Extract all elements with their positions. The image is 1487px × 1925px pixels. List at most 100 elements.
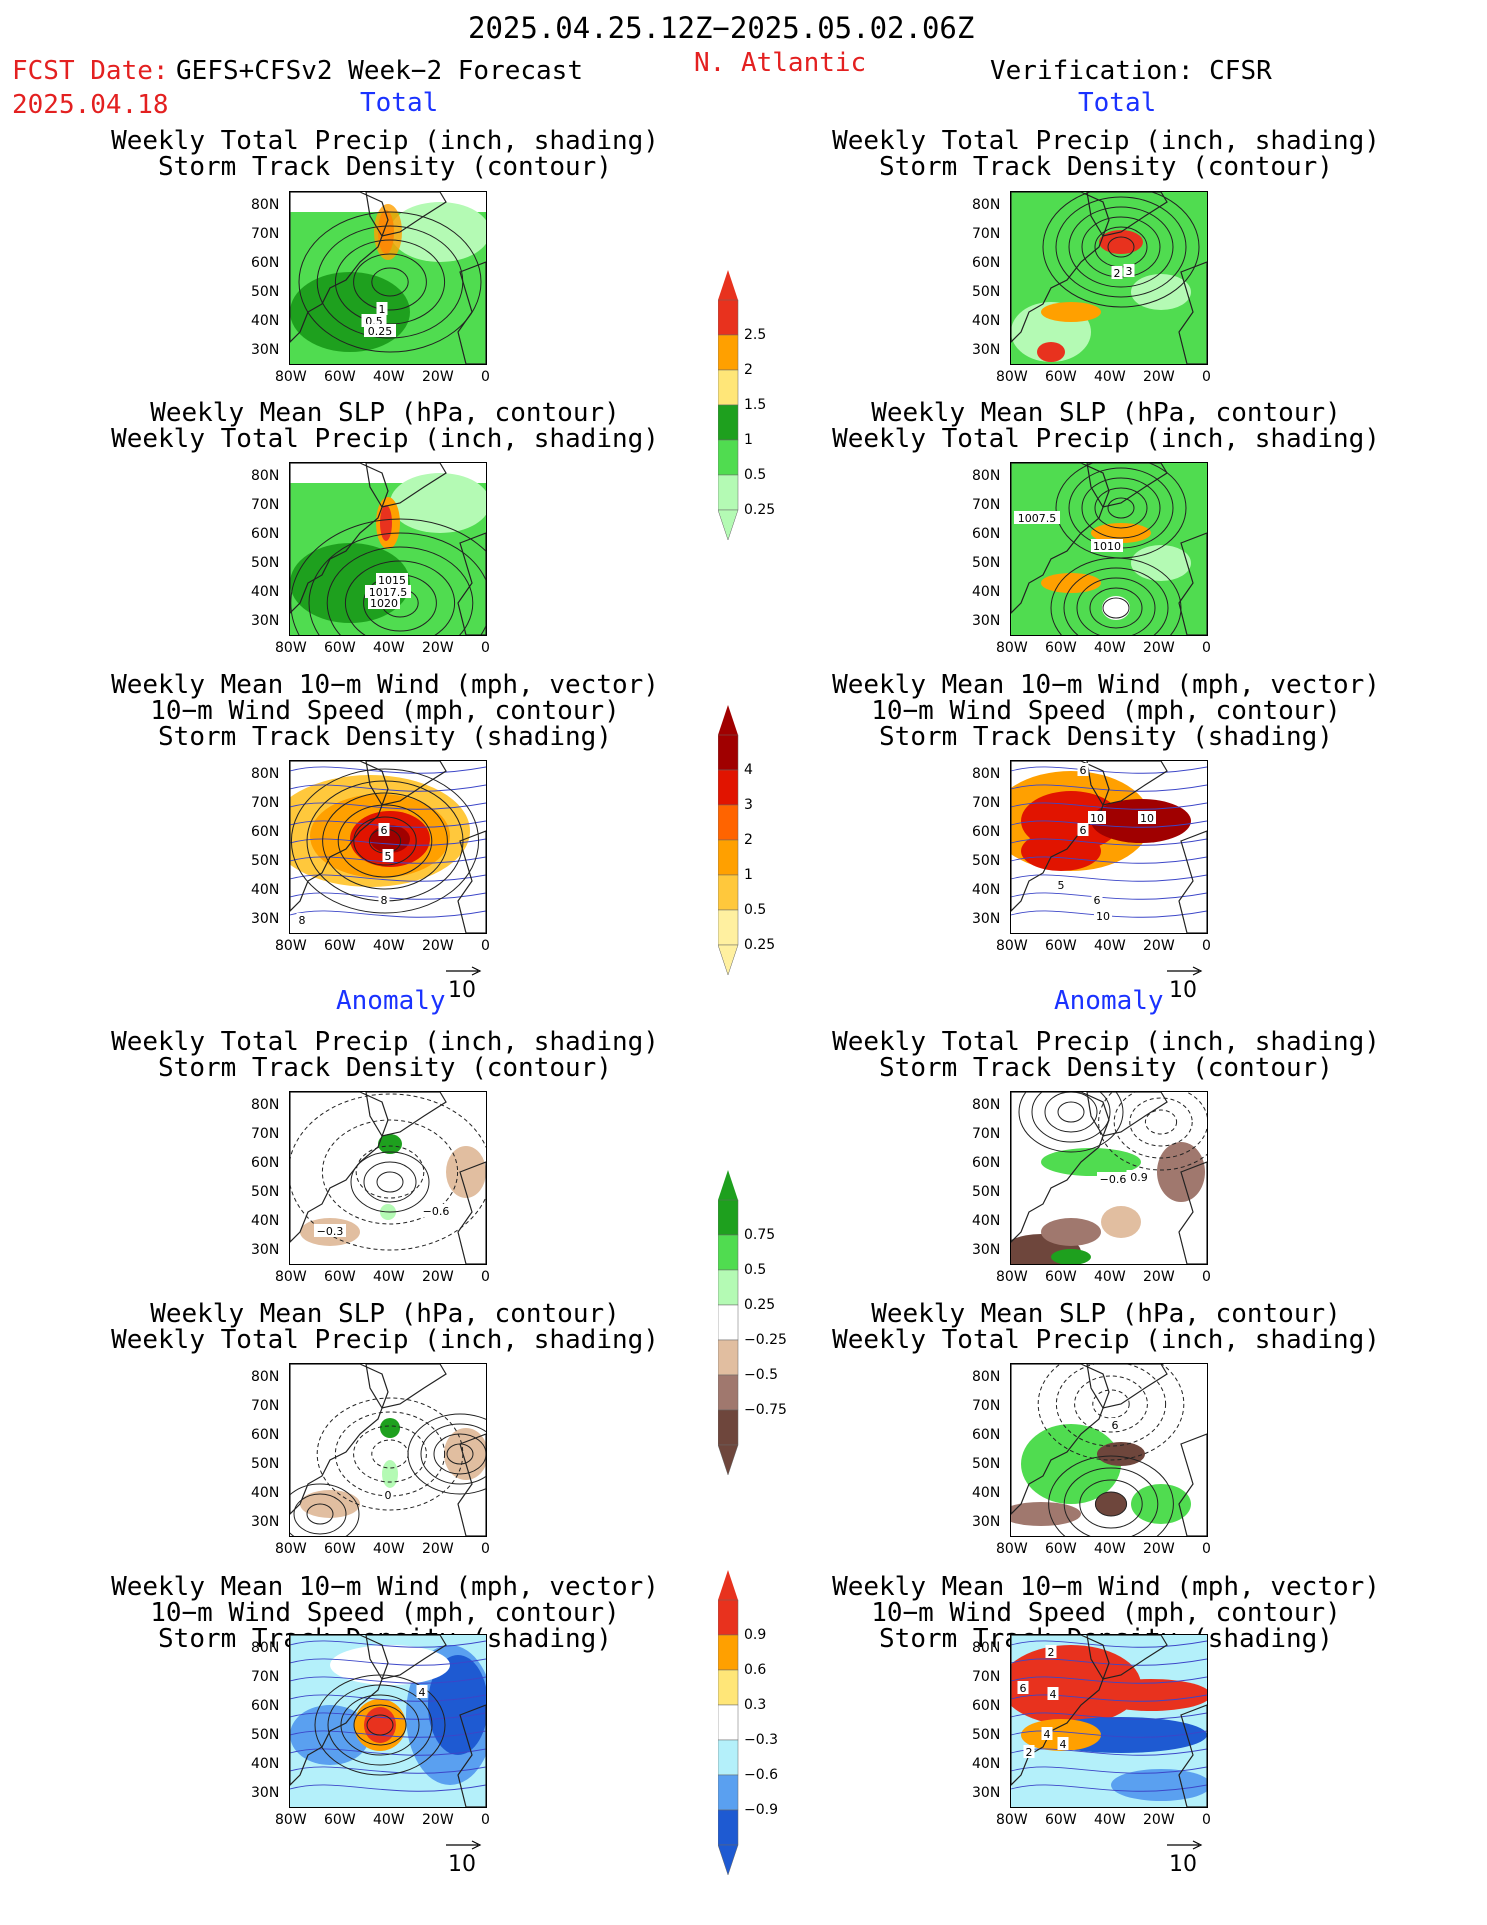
- label-3-bg: [1047, 1687, 1059, 1700]
- label-3-bg: [364, 324, 396, 337]
- label-1-bg: [378, 823, 390, 836]
- lon-tick-fc-wind-anom-2: 40W: [373, 1812, 405, 1828]
- vector-ref-arrow: [1167, 1840, 1203, 1850]
- storm-neg-2: [1111, 1769, 1207, 1801]
- dry-spot: [1102, 596, 1130, 620]
- label-5: 5: [1058, 879, 1065, 892]
- colorbar-segment-4: [718, 1739, 739, 1776]
- label-1: −0.3: [317, 1225, 344, 1238]
- precip-neg-2: [300, 1490, 360, 1518]
- precip-pos: [378, 1134, 402, 1154]
- label-4: 8: [299, 914, 306, 927]
- lat-tick-fc-wind-total-1: 70N: [251, 795, 280, 811]
- coastline: [290, 463, 486, 635]
- lat-tick-fc-precip-total-0: 80N: [251, 197, 280, 213]
- colorbar-label-storm-total-4: 0.5: [744, 902, 767, 918]
- lon-tick-fc-precip-total-4: 0: [481, 369, 490, 385]
- label-1-bg: [1097, 1172, 1129, 1185]
- label-6: 4: [1044, 1728, 1051, 1741]
- lon-tick-fc-wind-anom-4: 0: [481, 1812, 490, 1828]
- section-anomaly-left: Anomaly: [336, 986, 446, 1016]
- label-2: 5: [385, 850, 392, 863]
- precip-light: [390, 202, 486, 262]
- colorbar-segment-4: [718, 439, 739, 476]
- lat-tick-fc-precip-anom-0: 80N: [251, 1097, 280, 1113]
- label-3: 4: [1050, 1688, 1057, 1701]
- coastline: [290, 192, 486, 364]
- lat-tick-fc-wind-total-3: 50N: [251, 853, 280, 869]
- lon-tick-fc-slp-anom-3: 20W: [422, 1541, 454, 1557]
- lat-tick-obs-precip-anom-0: 80N: [972, 1097, 1001, 1113]
- panel-title-obs-wind-total-1: 10−m Wind Speed (mph, contour): [871, 696, 1341, 726]
- panel-title-fc-precip-total-1: Storm Track Density (contour): [158, 152, 612, 182]
- wind-speed-contours: [290, 768, 480, 914]
- label-1: 6: [381, 824, 388, 837]
- colorbar-top-tip: [718, 705, 738, 735]
- colorbar-segment-5: [718, 1774, 739, 1811]
- lon-tick-fc-slp-anom-0: 80W: [275, 1541, 307, 1557]
- label-3: 1020: [370, 597, 398, 610]
- map-svg-fc-slp-anom: 0: [290, 1364, 486, 1536]
- slp-anom-pos: [1048, 1455, 1174, 1536]
- colorbar-segment-2: [718, 1669, 739, 1706]
- lat-tick-fc-precip-anom-2: 60N: [251, 1155, 280, 1171]
- colorbar-precip-anom: [718, 1170, 739, 1475]
- lon-tick-obs-precip-anom-4: 0: [1202, 1269, 1211, 1285]
- lon-tick-obs-wind-total-3: 20W: [1143, 938, 1175, 954]
- lon-tick-fc-precip-anom-2: 40W: [373, 1269, 405, 1285]
- colorbar-label-precip-total-0: 2.5: [744, 327, 767, 343]
- colorbar-top-tip: [718, 1570, 738, 1600]
- label-1-bg: [376, 302, 388, 315]
- panel-title-fc-wind-total-1: 10−m Wind Speed (mph, contour): [150, 696, 620, 726]
- panel-title-obs-slp-anom-0: Weekly Mean SLP (hPa, contour): [871, 1299, 1341, 1329]
- label-1: 2: [1114, 267, 1121, 280]
- lat-tick-obs-wind-anom-1: 70N: [972, 1669, 1001, 1685]
- label-3-bg: [378, 893, 390, 906]
- label-1-bg: [382, 1488, 394, 1501]
- lat-tick-fc-precip-total-1: 70N: [251, 226, 280, 242]
- lat-tick-obs-wind-anom-4: 40N: [972, 1756, 1001, 1772]
- colorbar-segment-0: [718, 1199, 739, 1236]
- vector-ref-arrow: [446, 1840, 482, 1850]
- lat-tick-fc-slp-total-1: 70N: [251, 497, 280, 513]
- lat-tick-obs-slp-total-4: 40N: [972, 584, 1001, 600]
- label-5: 2: [1026, 1746, 1033, 1759]
- label-1: 4: [419, 1686, 426, 1699]
- colorbar-label-precip-total-1: 2: [744, 362, 753, 378]
- lat-tick-obs-precip-total-4: 40N: [972, 313, 1001, 329]
- label-1: 2: [1048, 1646, 1055, 1659]
- colorbar-label-precip-anom-1: 0.5: [744, 1262, 767, 1278]
- precip-light: [1131, 545, 1191, 581]
- colorbar-label-storm-anom-3: −0.3: [744, 1732, 778, 1748]
- label-2-bg: [361, 314, 387, 327]
- lon-tick-fc-slp-anom-2: 40W: [373, 1541, 405, 1557]
- fcst-date: 2025.04.18: [12, 90, 169, 120]
- colorbar-segment-1: [718, 1634, 739, 1671]
- precip-pos-2: [1131, 1484, 1191, 1524]
- panel-title-fc-wind-total-0: Weekly Mean 10−m Wind (mph, vector): [111, 670, 659, 700]
- precip-pos: [1041, 1148, 1141, 1176]
- colorbar-bottom-tip: [718, 944, 739, 975]
- lon-tick-obs-precip-anom-1: 60W: [1045, 1269, 1077, 1285]
- panel-title-obs-wind-anom-1: 10−m Wind Speed (mph, contour): [871, 1598, 1341, 1628]
- lat-tick-obs-wind-total-2: 60N: [972, 824, 1001, 840]
- colorbar-label-storm-anom-1: 0.6: [744, 1662, 767, 1678]
- label-3: 0.25: [368, 325, 393, 338]
- lon-tick-fc-slp-anom-4: 0: [481, 1541, 490, 1557]
- precip-neg-2: [1041, 1218, 1101, 1246]
- precip-pos-2: [382, 1460, 398, 1488]
- lat-tick-fc-wind-anom-5: 30N: [251, 1785, 280, 1801]
- map-svg-fc-precip-total: 10.50.25: [290, 192, 486, 364]
- lat-tick-obs-precip-total-2: 60N: [972, 255, 1001, 271]
- label-5-bg: [1023, 1745, 1035, 1758]
- label-2-bg: [1088, 811, 1106, 824]
- coastline: [1011, 192, 1207, 364]
- lat-tick-obs-wind-anom-0: 80N: [972, 1640, 1001, 1656]
- label-6-bg: [1091, 893, 1103, 906]
- lat-tick-fc-wind-anom-3: 50N: [251, 1727, 280, 1743]
- lon-tick-obs-slp-total-2: 40W: [1094, 640, 1126, 656]
